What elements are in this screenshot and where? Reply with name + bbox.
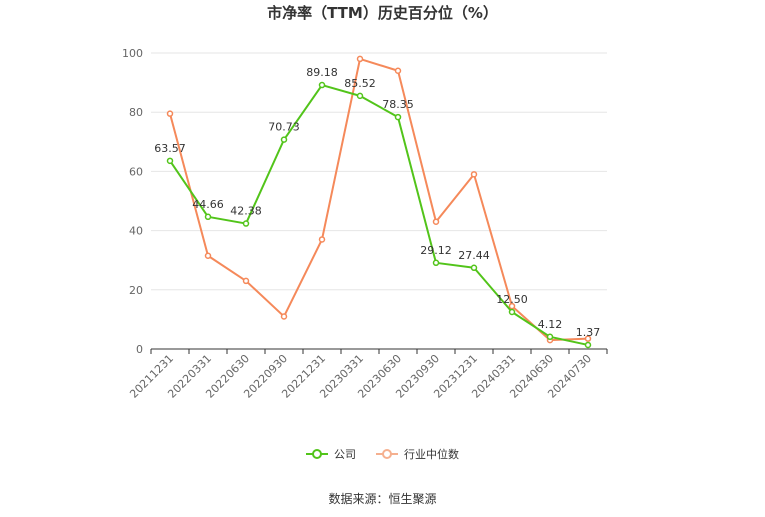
company-data-label: 1.37 — [576, 326, 601, 339]
industry-median-data-point — [242, 277, 250, 285]
company-data-label: 42.38 — [230, 205, 262, 218]
company-data-label: 44.66 — [192, 198, 224, 211]
legend-label-company: 公司 — [334, 448, 356, 461]
legend: 公司 行业中位数 — [0, 446, 765, 462]
industry-median-data-point — [318, 236, 326, 243]
industry-median-data-point — [470, 171, 478, 178]
company-data-label: 29.12 — [420, 244, 452, 257]
company-data-label: 85.52 — [344, 77, 376, 90]
chart-title: 市净率（TTM）历史百分位（%） — [267, 4, 498, 22]
company-data-point — [394, 113, 402, 121]
company-data-label: 78.35 — [382, 98, 414, 111]
y-tick-label: 60 — [129, 165, 143, 178]
industry-median-data-point — [204, 252, 212, 260]
y-tick-label: 40 — [129, 225, 143, 238]
company-data-point — [166, 157, 174, 165]
company-data-point — [470, 264, 478, 272]
company-legend-icon — [306, 449, 328, 459]
legend-item-company[interactable]: 公司 — [306, 446, 356, 462]
chart-plot: 0204060801002021123120220331202206302022… — [122, 47, 608, 401]
industry-median-data-point — [508, 302, 516, 310]
industry-median-legend-icon — [376, 449, 398, 459]
company-data-point — [546, 333, 554, 341]
y-tick-label: 0 — [136, 343, 143, 356]
legend-item-industry-median[interactable]: 行业中位数 — [376, 446, 459, 462]
industry-median-series-line — [169, 57, 589, 342]
industry-median-data-point — [166, 110, 174, 117]
y-tick-label: 100 — [122, 47, 143, 60]
company-data-label: 89.18 — [306, 66, 338, 79]
data-source-note: 数据来源：恒生聚源 — [328, 492, 437, 506]
company-data-point — [280, 136, 288, 143]
y-tick-label: 80 — [129, 106, 143, 119]
company-data-point — [242, 220, 250, 227]
company-data-point — [432, 259, 440, 267]
company-data-point — [204, 213, 212, 221]
industry-median-data-point — [584, 335, 592, 342]
industry-median-data-point — [394, 67, 402, 75]
company-data-point — [356, 92, 364, 100]
company-data-label: 27.44 — [458, 249, 490, 262]
industry-median-data-point — [432, 218, 440, 225]
company-data-point — [508, 308, 516, 316]
y-tick-label: 20 — [129, 284, 143, 297]
company-data-label: 63.57 — [154, 142, 186, 155]
company-series-line — [169, 84, 589, 346]
company-data-label: 70.73 — [268, 121, 300, 134]
company-data-point — [318, 81, 326, 89]
company-data-label: 12.50 — [496, 293, 528, 306]
legend-label-industry-median: 行业中位数 — [404, 448, 459, 461]
company-data-point — [584, 341, 592, 349]
industry-median-data-point — [280, 313, 288, 320]
industry-median-data-point — [356, 55, 364, 63]
company-data-label: 4.12 — [538, 318, 563, 331]
